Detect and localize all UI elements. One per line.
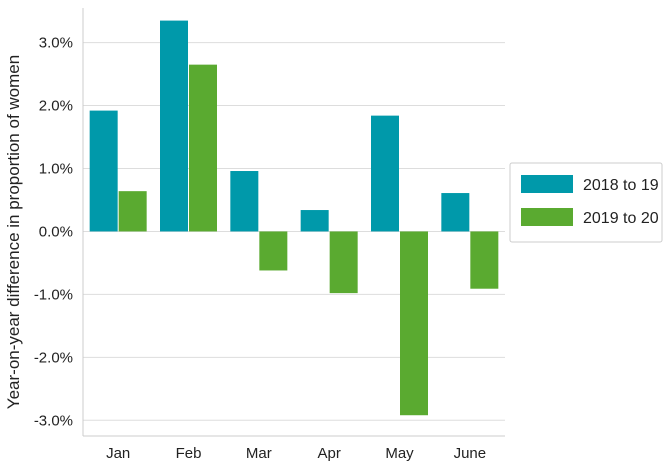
x-tick-label: May: [385, 445, 414, 462]
y-axis-label: Year-on-year difference in proportion of…: [4, 55, 23, 409]
y-tick-label: -2.0%: [34, 349, 73, 366]
legend-swatch-2018-to-19: [521, 175, 573, 193]
x-tick-label: Apr: [317, 445, 340, 462]
legend-label-2019-to-20: 2019 to 20: [583, 210, 659, 227]
bar-2019-to-20-feb: [189, 64, 217, 232]
bar-2018-to-19-may: [371, 115, 399, 232]
bar-2019-to-20-mar: [259, 231, 288, 271]
legend: 2018 to 19 2019 to 20: [509, 162, 663, 243]
bar-2018-to-19-feb: [160, 20, 188, 232]
x-tick-label: Jan: [106, 445, 130, 462]
y-tick-label: 1.0%: [39, 161, 73, 178]
bar-2019-to-20-jan: [118, 191, 147, 232]
legend-label-2018-to-19: 2018 to 19: [583, 177, 659, 194]
x-tick-label: June: [454, 445, 487, 462]
legend-box: [509, 162, 663, 243]
y-tick-label: -3.0%: [34, 412, 73, 429]
y-tick-label: 3.0%: [39, 35, 73, 52]
y-tick-label: -1.0%: [34, 286, 73, 303]
legend-swatch-2019-to-20: [521, 208, 573, 226]
bar-2018-to-19-jan: [89, 110, 118, 232]
bar-2018-to-19-apr: [300, 210, 329, 232]
y-tick-label: 2.0%: [39, 98, 73, 115]
y-tick-labels: 3.0% 2.0% 1.0% 0.0% -1.0% -2.0% -3.0%: [34, 35, 73, 430]
bar-2019-to-20-may: [400, 231, 428, 416]
x-tick-labels: Jan Feb Mar Apr May June: [106, 445, 486, 462]
x-tick-label: Mar: [246, 445, 272, 462]
bar-2018-to-19-june: [441, 193, 470, 232]
gridlines: [83, 42, 505, 421]
x-tick-label: Feb: [176, 445, 202, 462]
bars: [89, 20, 499, 416]
bar-2019-to-20-apr: [329, 231, 358, 294]
bar-2018-to-19-mar: [230, 171, 259, 232]
bar-2019-to-20-june: [470, 231, 499, 289]
y-tick-label: 0.0%: [39, 223, 73, 240]
